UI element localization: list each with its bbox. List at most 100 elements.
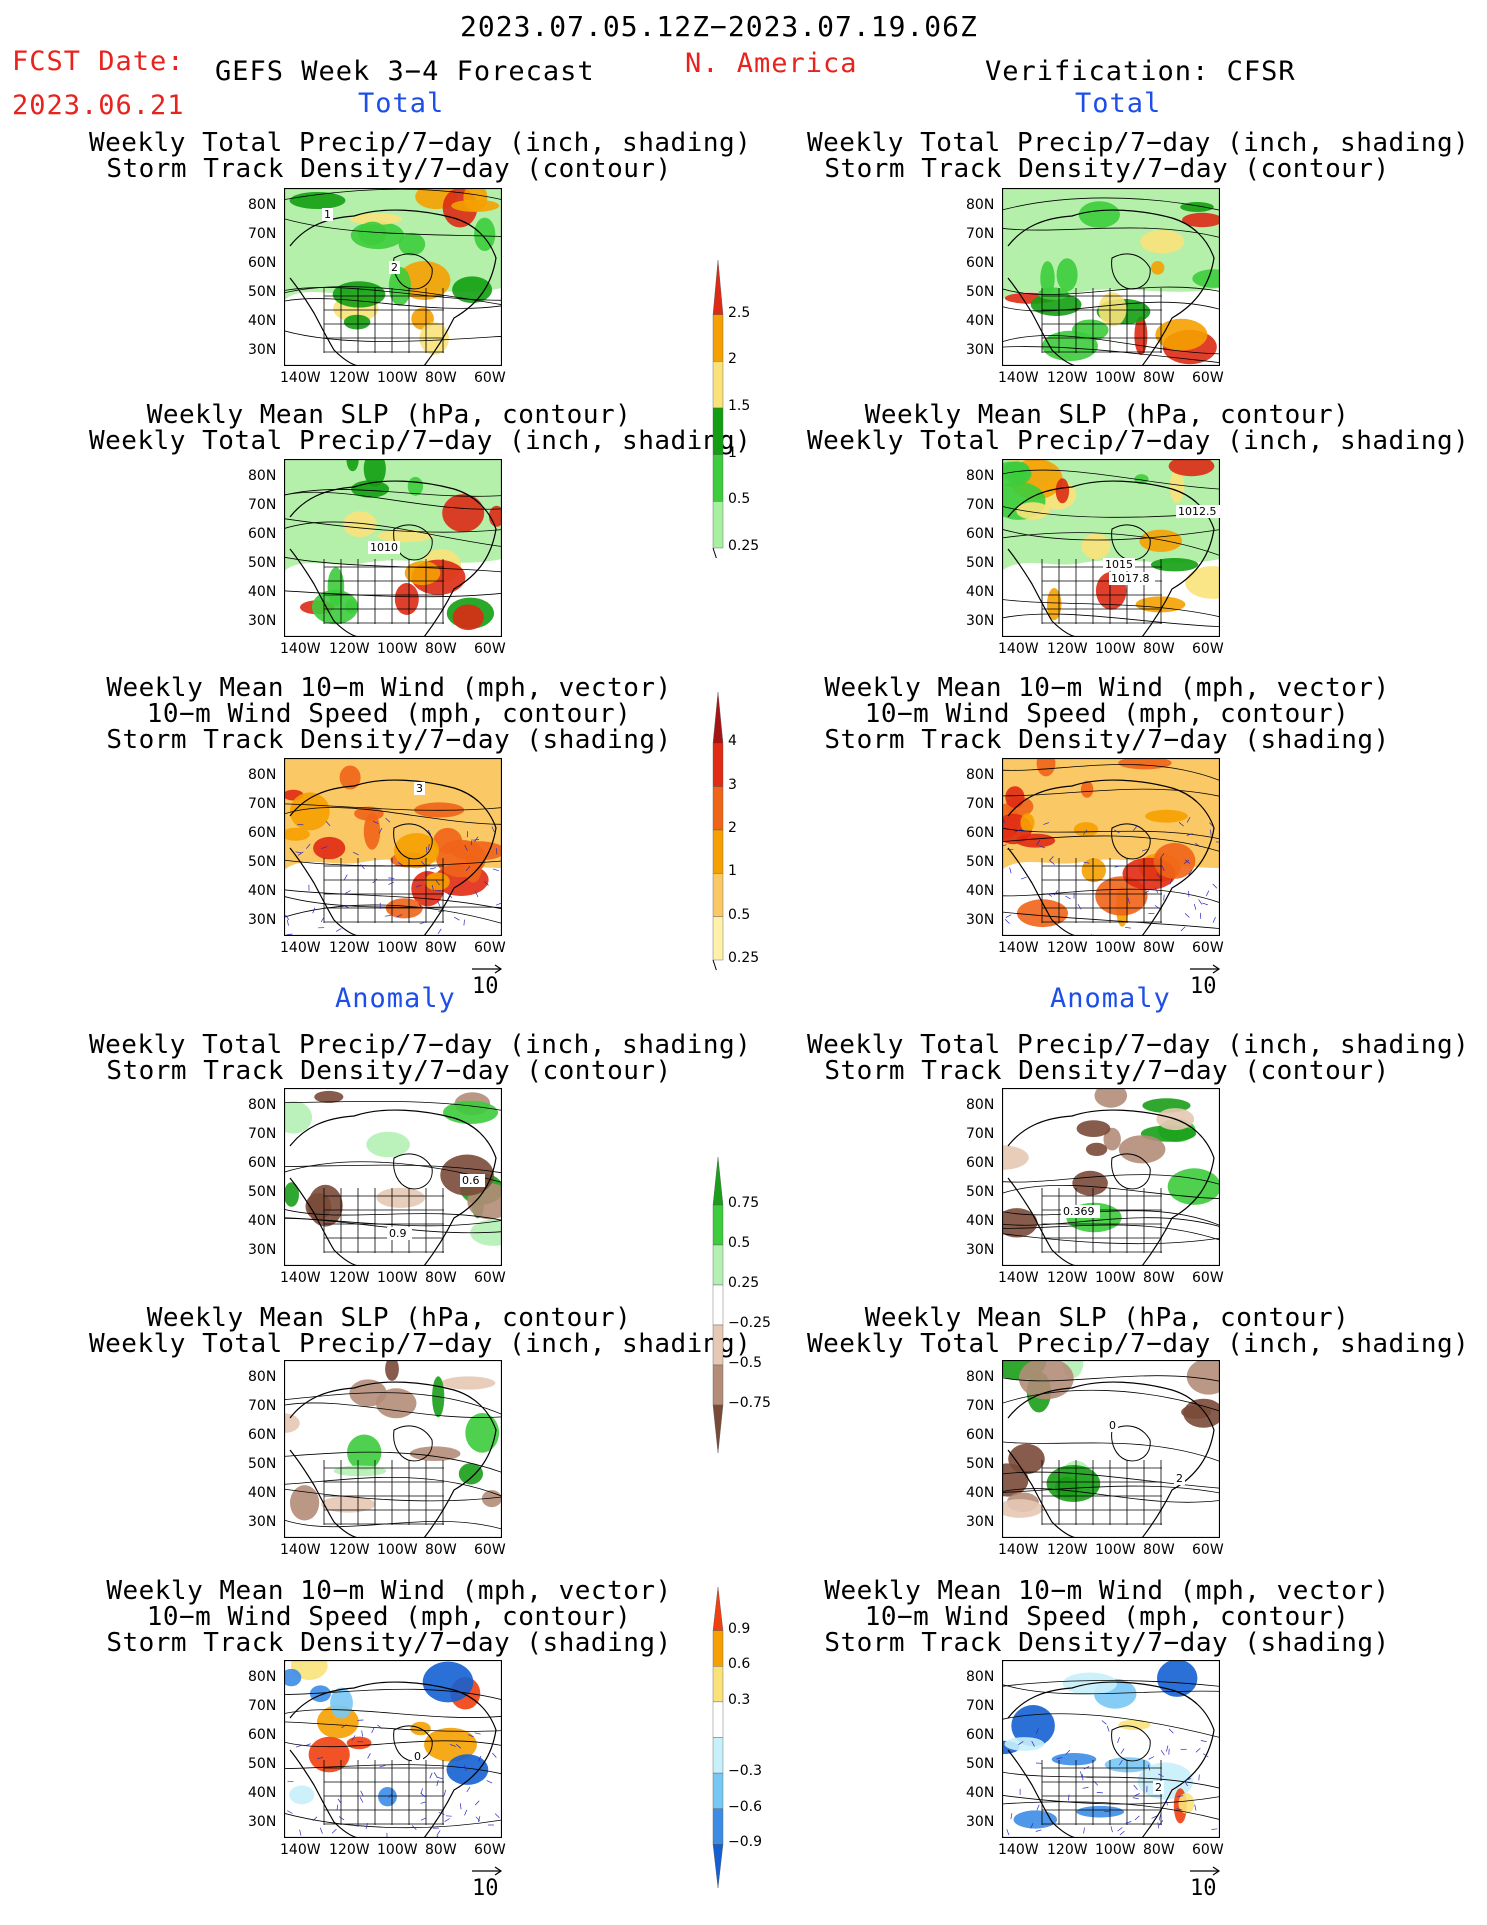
verification-label: Verification: CFSR <box>985 56 1296 87</box>
reference-vector-label: 10 <box>472 974 499 999</box>
lat-label-80N: 80N <box>248 1097 277 1113</box>
svg-text:1010: 1010 <box>370 541 398 554</box>
colorbar-tick: 0.25 <box>728 950 760 966</box>
lat-label-30N: 30N <box>966 613 995 629</box>
lon-label-60W: 60W <box>1192 641 1224 657</box>
colorbar-tick: 0.75 <box>728 1195 760 1211</box>
section-total-left: Total <box>358 88 445 119</box>
lat-label-80N: 80N <box>248 1669 277 1685</box>
lon-label-60W: 60W <box>1192 1542 1224 1558</box>
lat-label-30N: 30N <box>248 613 277 629</box>
svg-text:0.6: 0.6 <box>462 1174 480 1187</box>
lat-label-40N: 40N <box>248 1785 277 1801</box>
panel-title-line: Weekly Mean 10−m Wind (mph, vector) <box>106 1576 672 1606</box>
lon-label-140W: 140W <box>280 940 321 956</box>
lon-label-80W: 80W <box>425 1842 457 1858</box>
panel-title-line: 10−m Wind Speed (mph, contour) <box>146 1602 632 1632</box>
panel-title-line: Weekly Mean 10−m Wind (mph, vector) <box>106 673 672 703</box>
lat-label-40N: 40N <box>966 883 995 899</box>
lon-label-100W: 100W <box>377 370 418 386</box>
panel-title-line: Weekly Total Precip/7−day (inch, shading… <box>89 1329 752 1359</box>
lat-label-70N: 70N <box>966 1126 995 1142</box>
lon-label-140W: 140W <box>998 1542 1039 1558</box>
lon-label-60W: 60W <box>474 940 506 956</box>
lat-label-80N: 80N <box>248 767 277 783</box>
lat-label-60N: 60N <box>248 1727 277 1743</box>
contour-label: 3 <box>414 782 425 795</box>
svg-text:1012.5: 1012.5 <box>1178 505 1217 518</box>
lon-label-80W: 80W <box>425 940 457 956</box>
panel-title-line: 10−m Wind Speed (mph, contour) <box>864 1602 1350 1632</box>
map-panel-8: 0.369 <box>1002 1088 1220 1266</box>
lat-label-50N: 50N <box>248 1184 277 1200</box>
valid-period: 2023.07.05.12Z−2023.07.19.06Z <box>460 10 978 43</box>
lat-label-70N: 70N <box>248 1398 277 1414</box>
lat-label-50N: 50N <box>248 1456 277 1472</box>
contour-label: 2 <box>1153 1781 1164 1794</box>
lat-label-40N: 40N <box>966 313 995 329</box>
lat-label-40N: 40N <box>248 1485 277 1501</box>
map-panel-7: 0.6 0.9 <box>284 1088 502 1266</box>
lat-label-60N: 60N <box>248 825 277 841</box>
lon-label-80W: 80W <box>1143 1542 1175 1558</box>
colorbar-tick: 0.6 <box>728 1656 751 1673</box>
svg-text:1015: 1015 <box>1105 558 1133 571</box>
map-panel-1: 12 <box>284 188 502 366</box>
lat-label-40N: 40N <box>248 313 277 329</box>
lon-label-80W: 80W <box>425 1542 457 1558</box>
svg-text:0: 0 <box>1109 1419 1116 1432</box>
lat-label-80N: 80N <box>966 197 995 213</box>
lat-label-30N: 30N <box>248 342 277 358</box>
lon-label-120W: 120W <box>1047 1542 1088 1558</box>
lon-label-140W: 140W <box>998 1270 1039 1286</box>
lon-label-100W: 100W <box>377 641 418 657</box>
contour-label: 1012.5 <box>1176 505 1220 518</box>
panel-title-line: Weekly Total Precip/7−day (inch, shading… <box>89 128 752 158</box>
lat-label-60N: 60N <box>248 526 277 542</box>
panel-title-line: Weekly Total Precip/7−day (inch, shading… <box>807 1329 1470 1359</box>
map-panel-3: 1010 <box>284 459 502 637</box>
lat-label-70N: 70N <box>966 1698 995 1714</box>
lat-label-70N: 70N <box>248 1126 277 1142</box>
svg-text:2: 2 <box>1155 1781 1162 1794</box>
panel-title-line: Weekly Mean SLP (hPa, contour) <box>146 400 632 430</box>
panel-title-1: Weekly Total Precip/7−day (inch, shading… <box>89 128 752 182</box>
panel-title-line: Storm Track Density/7−day (shading) <box>106 725 672 755</box>
panel-title-line: Storm Track Density/7−day (contour) <box>824 1056 1390 1086</box>
lat-label-60N: 60N <box>248 255 277 271</box>
lon-label-120W: 120W <box>1047 641 1088 657</box>
lon-label-60W: 60W <box>474 1542 506 1558</box>
lat-label-60N: 60N <box>248 1427 277 1443</box>
map-panel-6 <box>1002 758 1220 936</box>
colorbar-tick: 1.5 <box>728 398 751 414</box>
lat-label-30N: 30N <box>966 1514 995 1530</box>
lon-label-140W: 140W <box>280 641 321 657</box>
reference-vector-label: 10 <box>1190 1876 1217 1901</box>
lat-label-40N: 40N <box>966 1213 995 1229</box>
lon-label-60W: 60W <box>1192 1270 1224 1286</box>
colorbar-tick: 1 <box>728 444 737 461</box>
map-panel-5: 3 <box>284 758 502 936</box>
section-anomaly-left: Anomaly <box>335 983 456 1014</box>
colorbar-tick: 0.5 <box>728 906 751 923</box>
lon-label-100W: 100W <box>377 1270 418 1286</box>
reference-vector-arrow-icon <box>1190 1866 1221 1876</box>
panel-title-line: Weekly Total Precip/7−day (inch, shading… <box>807 426 1470 456</box>
colorbar-3 <box>712 1156 724 1454</box>
fcst-date: 2023.06.21 <box>12 90 185 121</box>
panel-title-3: Weekly Mean SLP (hPa, contour) Weekly Tot… <box>89 400 752 456</box>
svg-text:1: 1 <box>324 208 331 221</box>
section-total-right: Total <box>1075 88 1162 119</box>
lat-label-30N: 30N <box>966 912 995 928</box>
svg-text:0.369: 0.369 <box>1063 1205 1095 1218</box>
colorbar-tick: −0.25 <box>728 1315 771 1331</box>
reference-vector-arrow-icon <box>472 1866 503 1876</box>
model-title: GEFS Week 3−4 Forecast <box>215 56 595 87</box>
map-panel-10: 02 <box>1002 1360 1220 1538</box>
panel-title-line: Storm Track Density/7−day (shading) <box>824 725 1390 755</box>
panel-title-5: Weekly Mean 10−m Wind (mph, vector) 10−m … <box>89 675 689 753</box>
lat-label-40N: 40N <box>248 584 277 600</box>
panel-title-line: Weekly Total Precip/7−day (inch, shading… <box>89 426 752 456</box>
lon-label-100W: 100W <box>1095 1270 1136 1286</box>
